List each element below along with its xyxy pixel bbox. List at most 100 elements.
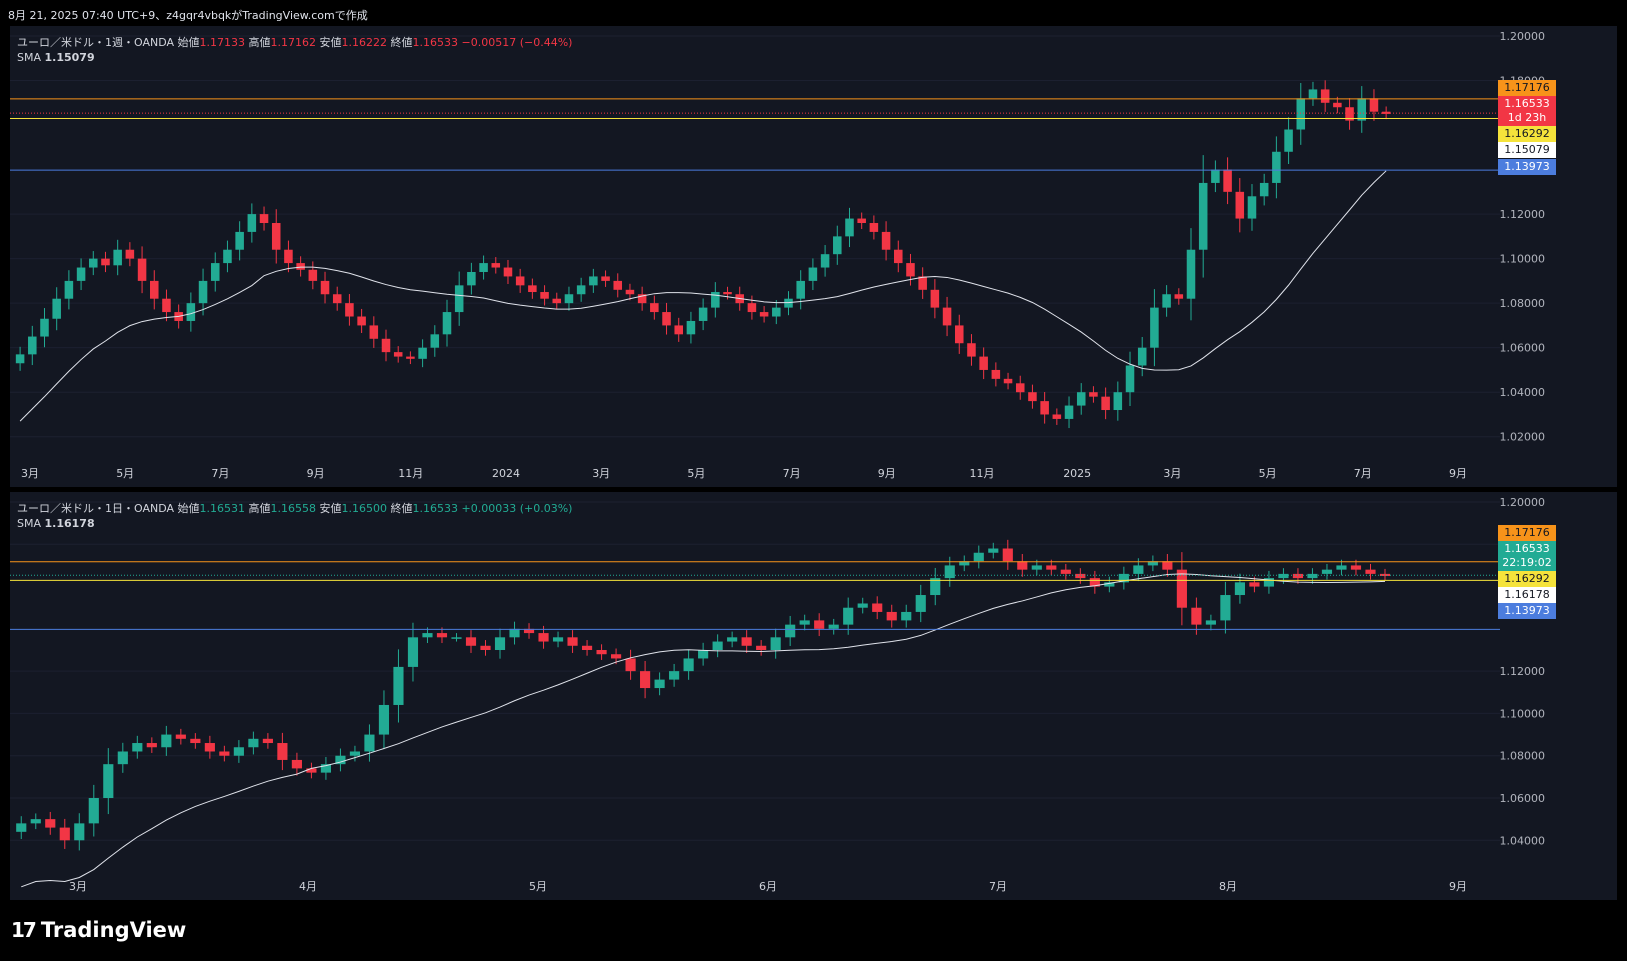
daily-candle [1162,561,1173,570]
daily-candle [727,637,738,642]
weekly-candle [1040,401,1049,415]
tradingview-logo-icon: 17 [11,918,37,942]
weekly-candle [64,280,74,299]
daily-candle [1176,569,1187,608]
daily-candle [1017,561,1028,570]
weekly-symbol[interactable]: ユーロ／米ドル・1週・OANDA [17,36,175,49]
daily-sma-legend[interactable]: SMA 1.16178 [17,517,95,530]
weekly-candle [320,280,330,295]
weekly-candle [1113,392,1123,411]
daily-chart-panel[interactable]: 1.200001.180001.120001.100001.080001.060… [10,492,1617,900]
daily-x-tick-label: 6月 [759,880,777,893]
weekly-candle [1211,169,1220,183]
weekly-candle [1320,89,1330,103]
weekly-candle [820,254,830,268]
daily-candle [843,607,854,625]
daily-y-tick-label: 1.20000 [1500,496,1546,509]
daily-candle [407,637,419,667]
tradingview-logo-text: TradingView [40,918,187,942]
weekly-candle [503,267,513,277]
weekly-chart-panel[interactable]: 1.200001.180001.120001.100001.080001.060… [10,26,1617,487]
weekly-candle [1125,365,1135,393]
weekly-candle [418,347,427,359]
daily-candle [262,738,273,744]
weekly-candle [1333,102,1342,108]
weekly-candle [1052,414,1062,419]
weekly-candle [393,352,403,357]
daily-sma-line[interactable] [21,573,1386,888]
weekly-candle [1296,98,1306,130]
daily-open: 1.16531 [199,502,246,515]
daily-candle [596,650,607,655]
weekly-x-tick-label: 7月 [783,467,801,480]
weekly-candle [296,263,305,270]
weekly-x-tick-label: 9月 [1449,467,1467,480]
weekly-candle [613,280,623,290]
daily-candle [1060,569,1071,574]
daily-candle [973,552,984,562]
daily-chart-svg[interactable]: 1.200001.180001.120001.100001.080001.060… [10,492,1617,900]
daily-candle [1118,573,1129,583]
daily-candle [335,755,346,765]
weekly-x-tick-label: 2024 [492,467,520,480]
daily-x-tick-label: 5月 [529,880,547,893]
daily-candle [1002,548,1013,562]
weekly-sma-line[interactable] [19,170,1387,422]
daily-y-tick-label: 1.06000 [1500,792,1546,805]
daily-candle [277,743,288,760]
daily-candle [480,645,491,650]
daily-candle [988,548,999,553]
weekly-x-tick-label: 9月 [878,467,896,480]
weekly-candle [1101,396,1110,411]
daily-sma-label: SMA [17,517,41,530]
weekly-candle [576,285,586,295]
weekly-chart-svg[interactable]: 1.200001.180001.120001.100001.080001.060… [10,26,1617,487]
daily-candle [552,637,564,642]
daily-candle [654,679,665,689]
tradingview-logo[interactable]: 17 TradingView [11,918,186,942]
weekly-candle [332,294,342,304]
weekly-x-tick-label: 5月 [116,467,134,480]
weekly-candle [662,312,671,326]
weekly-candle [1259,182,1269,197]
daily-candle [770,637,781,650]
weekly-x-tick-label: 3月 [1163,467,1181,480]
daily-candle [538,633,549,642]
daily-candle [393,666,404,705]
weekly-candle [357,316,366,326]
daily-price-tag: 22:19:02 [1498,555,1556,571]
weekly-candle [198,280,208,304]
daily-change: +0.00033 (+0.03%) [461,502,573,515]
daily-candle [1205,620,1216,625]
daily-high: 1.16558 [270,502,317,515]
weekly-candle [345,303,354,317]
weekly-candle [991,369,1001,379]
weekly-candle [1369,98,1379,112]
weekly-open-label: 始値 [177,36,200,49]
daily-candle [88,798,99,824]
weekly-candle [89,258,98,268]
daily-candle [1089,578,1100,587]
weekly-sma-legend[interactable]: SMA 1.15079 [17,51,95,64]
weekly-candle [186,303,196,321]
weekly-low-label: 安値 [319,36,342,49]
weekly-candle [1357,98,1367,121]
weekly-price-tag: 1d 23h [1498,110,1556,126]
weekly-candle [491,263,501,268]
weekly-candle [564,294,574,304]
weekly-candle [796,280,805,299]
weekly-candle [430,334,440,348]
weekly-candle [76,267,86,281]
daily-candle [132,743,143,752]
weekly-open: 1.17133 [199,36,246,49]
daily-symbol[interactable]: ユーロ／米ドル・1日・OANDA [17,502,175,515]
weekly-candle [808,267,818,281]
daily-candle [349,751,361,756]
weekly-x-tick-label: 7月 [211,467,229,480]
daily-price-tag: 1.16533 [1498,541,1556,557]
daily-price-tag: 1.13973 [1498,603,1556,619]
weekly-candle [711,292,720,308]
daily-candle [1336,565,1347,570]
weekly-high-label: 高値 [248,36,271,49]
weekly-candle [28,336,37,355]
